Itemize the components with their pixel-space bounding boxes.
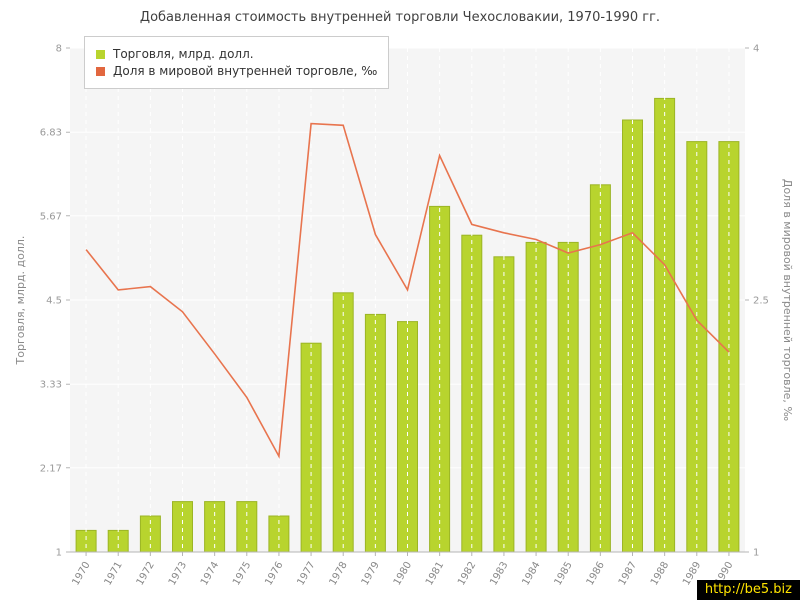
share-line	[85, 122, 730, 459]
legend-item-share: Доля в мировой внутренней торговле, ‰	[96, 64, 377, 78]
svg-text:6.83: 6.83	[40, 128, 62, 139]
axis-ticks	[66, 47, 749, 556]
svg-text:4: 4	[753, 44, 759, 55]
page-title: Добавленная стоимость внутренней торговл…	[139, 10, 661, 25]
svg-text:1978: 1978	[328, 560, 350, 588]
bar-1980	[397, 321, 418, 553]
svg-text:1986: 1986	[585, 560, 607, 588]
svg-text:1981: 1981	[424, 560, 446, 588]
svg-text:2.5: 2.5	[753, 296, 769, 307]
svg-text:1970: 1970	[70, 560, 92, 588]
svg-text:1984: 1984	[520, 560, 542, 588]
svg-text:4.5: 4.5	[46, 296, 62, 307]
svg-text:1988: 1988	[649, 560, 671, 588]
v-gridlines	[85, 48, 730, 552]
svg-text:1974: 1974	[199, 560, 221, 588]
legend: Торговля, млрд. долл. Доля в мировой вну…	[84, 36, 390, 89]
left-tick-labels: 1 2.17 3.33 4.5 5.67 6.83 8	[40, 44, 62, 559]
svg-text:1980: 1980	[392, 560, 414, 588]
svg-text:1972: 1972	[135, 560, 157, 588]
legend-label-trade: Торговля, млрд. долл.	[113, 47, 254, 61]
svg-text:5.67: 5.67	[40, 211, 62, 222]
right-tick-labels: 12.54	[753, 44, 769, 559]
right-axis-title: Доля в мировой внутренней торговле, ‰	[781, 179, 794, 422]
svg-text:1: 1	[753, 548, 759, 559]
svg-text:1975: 1975	[231, 560, 253, 588]
left-axis-title: Торговля, млрд. долл.	[14, 236, 27, 366]
svg-text:1983: 1983	[488, 560, 510, 588]
svg-text:1: 1	[56, 548, 62, 559]
svg-text:1987: 1987	[617, 560, 639, 588]
bar-1970	[75, 529, 97, 553]
bar-1971	[107, 529, 129, 553]
svg-text:1982: 1982	[456, 560, 478, 588]
legend-label-share: Доля в мировой внутренней торговле, ‰	[113, 64, 378, 78]
share-series-marker-icon	[96, 66, 105, 76]
svg-text:1971: 1971	[103, 560, 125, 588]
svg-text:1976: 1976	[263, 560, 285, 588]
svg-text:1973: 1973	[167, 560, 189, 588]
watermark-link[interactable]: http://be5.biz	[696, 580, 800, 600]
svg-text:1977: 1977	[295, 560, 317, 588]
svg-text:1985: 1985	[553, 560, 575, 588]
svg-text:1979: 1979	[360, 560, 382, 588]
svg-text:3.33: 3.33	[40, 380, 62, 391]
svg-text:8: 8	[56, 44, 62, 55]
x-tick-labels: 1970 1971 1972 1973 1974 1975 1976 1977 1978 1979…	[70, 560, 735, 588]
legend-item-trade: Торговля, млрд. долл.	[96, 47, 377, 61]
svg-text:2.17: 2.17	[40, 463, 62, 474]
trade-series-marker-icon	[96, 49, 105, 59]
